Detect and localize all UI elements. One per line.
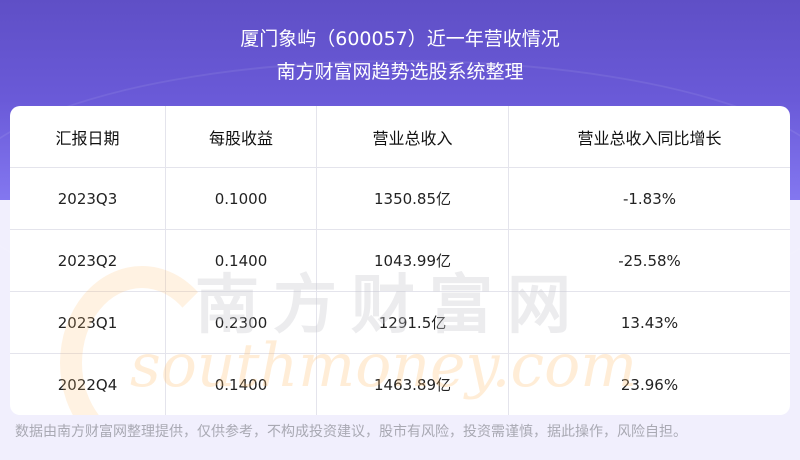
cell-eps: 0.1000 <box>166 168 317 229</box>
disclaimer: 数据由南方财富网整理提供，仅供参考，不构成投资建议，股市有风险，投资需谨慎，据此… <box>15 424 687 440</box>
column-header: 营业总收入 <box>317 106 509 167</box>
cell-date: 2022Q4 <box>10 354 166 415</box>
cell-growth: -25.58% <box>618 251 681 270</box>
cell-revenue: 1291.5亿 <box>317 292 509 353</box>
cell-eps: 0.2300 <box>166 292 317 353</box>
cell-growth: 13.43% <box>620 313 679 332</box>
column-header: 汇报日期 <box>10 106 166 167</box>
cell-date: 2023Q2 <box>10 230 166 291</box>
cell-eps: 0.1400 <box>166 230 317 291</box>
cell-date: 2023Q1 <box>10 292 166 353</box>
cell-eps: 0.1400 <box>166 354 317 415</box>
table-row: 2023Q1 0.2300 1291.5亿 13.43% <box>10 292 790 354</box>
cell-revenue: 1463.89亿 <box>317 354 509 415</box>
table-header-row: 汇报日期 每股收益 营业总收入 营业总收入同比增长 <box>10 106 790 168</box>
table-row: 2022Q4 0.1400 1463.89亿 23.96% <box>10 354 790 415</box>
column-header: 每股收益 <box>166 106 317 167</box>
cell-date: 2023Q3 <box>10 168 166 229</box>
column-header: 营业总收入同比增长 <box>577 128 722 148</box>
cell-growth: -1.83% <box>622 189 677 208</box>
cell-revenue: 1350.85亿 <box>317 168 509 229</box>
table-row: 2023Q3 0.1000 1350.85亿 -1.83% <box>10 168 790 230</box>
cell-growth: 23.96% <box>620 375 679 394</box>
page-subtitle: 南方财富网趋势选股系统整理 <box>276 61 524 83</box>
page-title: 厦门象屿（600057）近一年营收情况 <box>240 28 560 50</box>
table-row: 2023Q2 0.1400 1043.99亿 -25.58% <box>10 230 790 292</box>
revenue-table: 汇报日期 每股收益 营业总收入 营业总收入同比增长 2023Q3 0.1000 … <box>10 106 790 415</box>
cell-revenue: 1043.99亿 <box>317 230 509 291</box>
